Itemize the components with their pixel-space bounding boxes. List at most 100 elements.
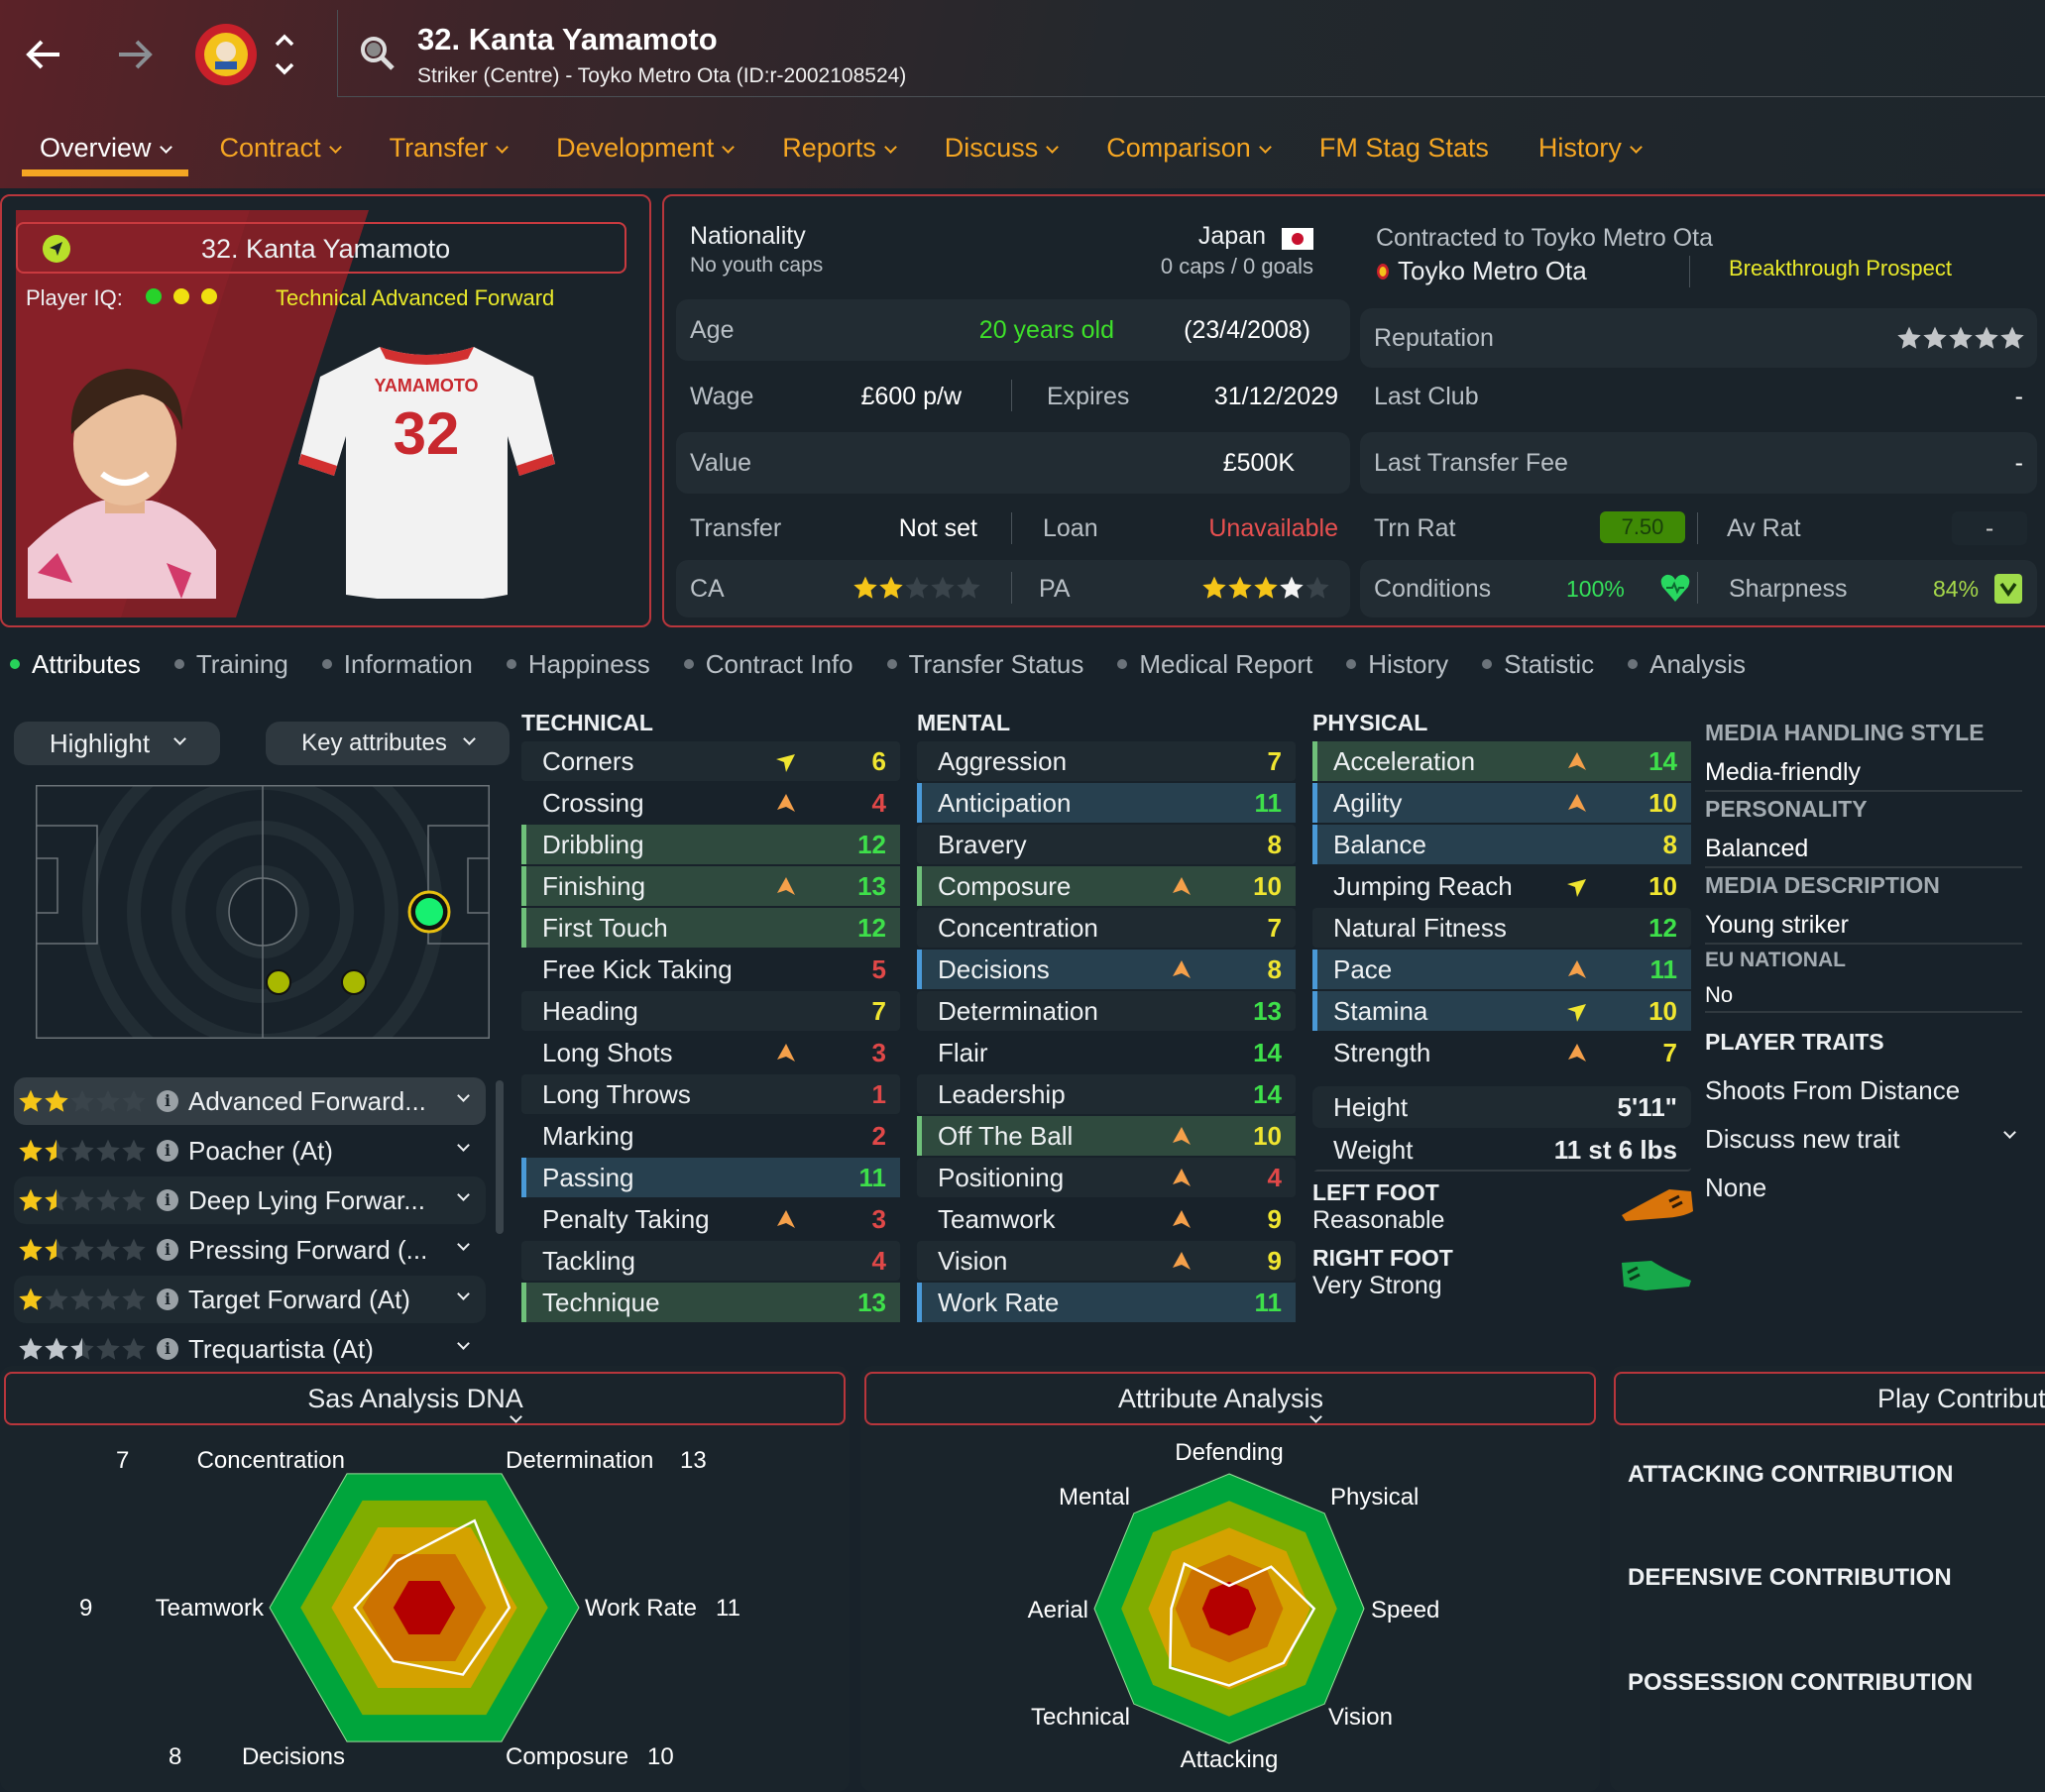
attribute-name: Decisions xyxy=(938,954,1050,985)
chevron-down-icon xyxy=(457,1288,470,1300)
tab-development[interactable]: Development xyxy=(536,125,752,180)
club-badge-icon[interactable] xyxy=(193,22,259,87)
tab-transfer[interactable]: Transfer xyxy=(370,125,527,180)
player-search-box[interactable]: 32. Kanta Yamamoto Striker (Centre) - To… xyxy=(337,10,2045,97)
key-attributes-dropdown[interactable]: Key attributes xyxy=(266,722,510,765)
attribute-name: Stamina xyxy=(1333,996,1427,1027)
tab-overview[interactable]: Overview xyxy=(20,125,190,180)
tab-label: Transfer xyxy=(390,133,489,163)
key-attributes-label: Key attributes xyxy=(301,729,447,757)
subtab-analysis[interactable]: Analysis xyxy=(1628,649,1746,680)
player-iq-dots xyxy=(146,288,217,304)
subtab-attributes[interactable]: Attributes xyxy=(10,649,141,680)
info-icon[interactable]: i xyxy=(157,1239,178,1261)
tab-contract[interactable]: Contract xyxy=(200,125,360,180)
discuss-trait-dropdown[interactable]: Discuss new trait xyxy=(1705,1124,2022,1155)
tab-reports[interactable]: Reports xyxy=(762,125,915,180)
secondary-position-dot[interactable] xyxy=(267,970,290,994)
page-subtitle: Striker (Centre) - Toyko Metro Ota (ID:r… xyxy=(417,64,906,88)
highlight-dropdown[interactable]: Highlight xyxy=(14,722,220,765)
navigation-icon[interactable] xyxy=(42,234,71,264)
info-icon[interactable]: i xyxy=(157,1140,178,1162)
tab-discuss[interactable]: Discuss xyxy=(925,125,1078,180)
tab-comparison[interactable]: Comparison xyxy=(1086,125,1290,180)
star-icon xyxy=(1201,575,1227,601)
tab-history[interactable]: History xyxy=(1519,125,1660,180)
subtab-history[interactable]: History xyxy=(1346,649,1448,680)
back-arrow-icon[interactable] xyxy=(20,30,69,79)
star-icon xyxy=(69,1187,95,1213)
subtab-transfer-status[interactable]: Transfer Status xyxy=(887,649,1084,680)
forward-arrow-icon[interactable] xyxy=(109,30,159,79)
info-icon[interactable]: i xyxy=(157,1090,178,1112)
attribute-value: 12 xyxy=(1648,913,1677,944)
subtab-happiness[interactable]: Happiness xyxy=(507,649,650,680)
search-icon[interactable] xyxy=(358,34,398,73)
info-icon[interactable]: i xyxy=(157,1189,178,1211)
star-icon xyxy=(1922,325,1948,351)
bullet-icon xyxy=(1482,659,1492,669)
star-icon xyxy=(904,575,930,601)
tab-fm-stag-stats[interactable]: FM Stag Stats xyxy=(1300,125,1509,180)
subtab-medical-report[interactable]: Medical Report xyxy=(1117,649,1312,680)
subtab-information[interactable]: Information xyxy=(322,649,473,680)
radar-axis-value: 9 xyxy=(79,1595,92,1622)
play-contribution-dropdown[interactable]: Play Contribut xyxy=(1614,1372,2045,1425)
role-list-scrollbar[interactable] xyxy=(496,1080,504,1234)
attribute-name: Leadership xyxy=(938,1079,1066,1110)
technical-header: TECHNICAL xyxy=(521,710,900,739)
up-down-chevron-icon[interactable] xyxy=(270,28,299,81)
info-icon[interactable]: i xyxy=(157,1338,178,1360)
subtab-statistic[interactable]: Statistic xyxy=(1482,649,1594,680)
info-icon[interactable]: i xyxy=(157,1288,178,1310)
attacking-contribution-label: ATTACKING CONTRIBUTION xyxy=(1628,1461,1953,1489)
subtab-training[interactable]: Training xyxy=(174,649,288,680)
subtab-contract-info[interactable]: Contract Info xyxy=(684,649,853,680)
star-icon xyxy=(18,1237,44,1263)
club-link[interactable]: Toyko Metro Ota xyxy=(1398,256,1587,286)
secondary-position-dot[interactable] xyxy=(342,970,366,994)
